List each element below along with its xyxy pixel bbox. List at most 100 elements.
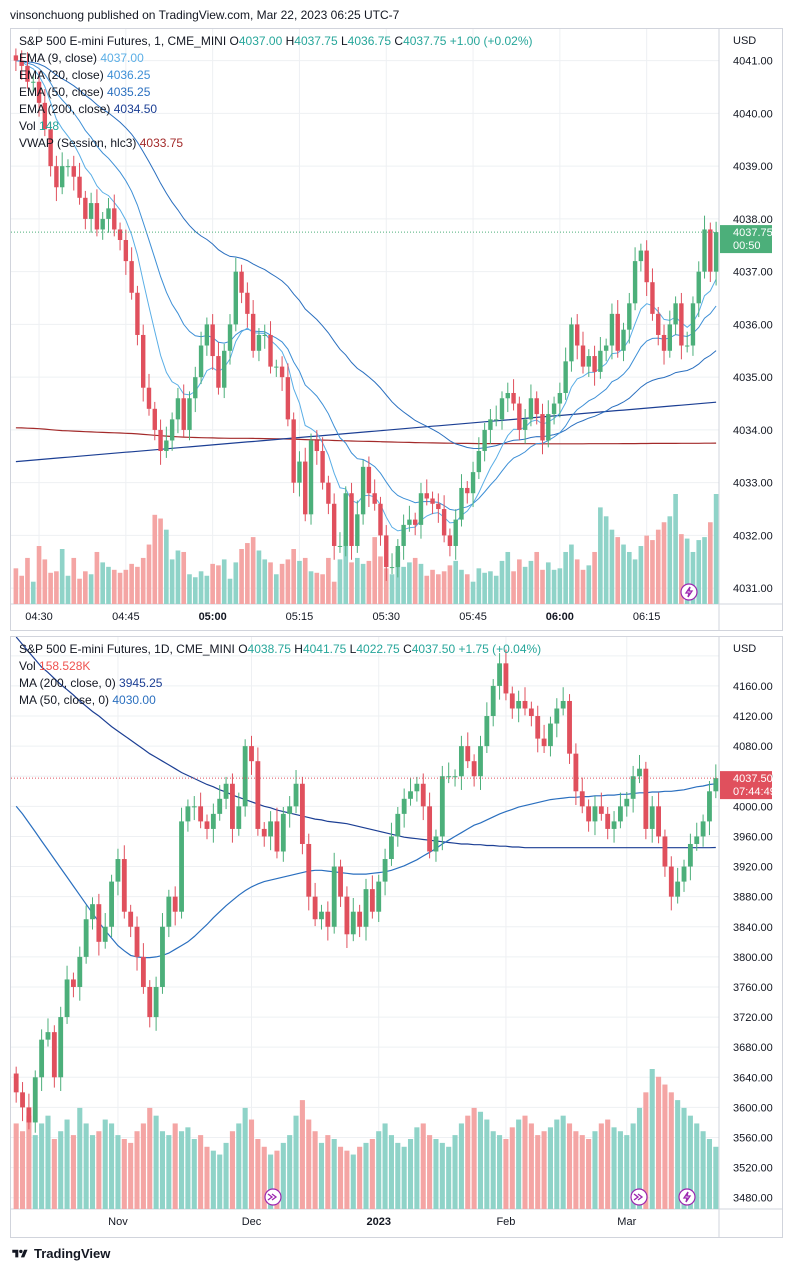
indicator-row[interactable]: EMA (20, close) 4036.25	[19, 67, 533, 84]
volume-bar	[649, 1069, 655, 1209]
candle-body	[261, 828, 267, 837]
candle-body	[667, 324, 673, 351]
volume-bar	[592, 551, 597, 604]
indicator-row[interactable]: VWAP (Session, hlc3) 4033.75	[19, 135, 533, 152]
volume-bar	[611, 1127, 617, 1209]
volume-bar	[89, 1135, 96, 1209]
indicator-row[interactable]: Vol 158.528K	[19, 658, 541, 675]
candle-body	[230, 783, 235, 829]
volume-bars	[13, 494, 719, 604]
candles	[13, 48, 719, 581]
indicator-row[interactable]: MA (200, close, 0) 3945.25	[19, 675, 541, 692]
candle-body	[320, 451, 325, 483]
candle-body	[554, 708, 560, 724]
candle-body	[204, 821, 210, 829]
candle-body	[360, 466, 366, 515]
candle-body	[262, 334, 267, 336]
volume-bar	[233, 562, 239, 604]
candle-body	[452, 776, 458, 778]
candle-body	[617, 806, 623, 822]
indicator-row[interactable]: EMA (9, close) 4037.00	[19, 50, 533, 67]
volume-bar	[242, 1107, 248, 1209]
volume-bar	[713, 1146, 719, 1209]
candle-body	[401, 524, 406, 546]
volume-bar	[439, 1142, 445, 1209]
volume-bar	[586, 565, 592, 604]
lightning-event-icon[interactable]	[678, 1188, 696, 1206]
candle-body	[661, 334, 667, 351]
candle-body	[382, 859, 388, 882]
indicator-lines	[15, 637, 716, 959]
candle-body	[575, 324, 580, 346]
volume-bar	[192, 577, 198, 604]
volume-bar	[94, 551, 100, 604]
volume-bar	[350, 1154, 356, 1209]
candle-body	[389, 836, 394, 860]
indicator-row[interactable]: Vol 148	[19, 118, 533, 135]
candle-body	[129, 261, 134, 293]
candle-body	[355, 514, 360, 546]
candle-body	[349, 493, 354, 546]
indicator-row[interactable]: MA (50, close, 0) 4030.00	[19, 692, 541, 709]
candle-body	[592, 356, 597, 372]
intraday-legend: S&P 500 E-mini Futures, 1, CME_MINI O403…	[19, 33, 533, 152]
candle-body	[123, 240, 129, 262]
candle-body	[338, 866, 343, 897]
volume-bar	[441, 571, 447, 604]
candle-body	[408, 791, 413, 799]
intraday-chart-panel[interactable]: USD 4041.00 4040.00 4039.00 4038.00 4037.00 40…	[10, 28, 783, 631]
lightning-event-icon[interactable]	[680, 583, 698, 601]
candle-body	[471, 761, 477, 777]
candle-body	[175, 398, 181, 420]
volume-bar	[229, 1131, 235, 1209]
candle-body	[567, 700, 572, 754]
candle-body	[331, 503, 337, 546]
volume-bar	[418, 563, 424, 604]
candle-body	[453, 519, 458, 546]
indicator-value: 158.528K	[39, 659, 91, 673]
volume-bar	[71, 557, 77, 604]
volume-bar	[574, 559, 580, 604]
candle-body	[696, 271, 701, 304]
daily-chart-panel[interactable]: USD4160.004120.004080.004040.004000.0039…	[10, 636, 783, 1238]
candle-body	[459, 487, 464, 520]
indicator-row[interactable]: EMA (50, close) 4035.25	[19, 84, 533, 101]
forward-event-icon[interactable]	[264, 1188, 282, 1206]
volume-bar	[134, 1131, 140, 1209]
candle-body	[77, 176, 82, 198]
volume-bar	[563, 551, 568, 604]
y-tick-label: 4036.00	[733, 319, 773, 331]
indicator-row[interactable]: EMA (200, close) 4034.50	[19, 101, 533, 118]
chart-title: S&P 500 E-mini Futures, 1, CME_MINI	[19, 34, 227, 48]
volume-bar	[401, 1146, 407, 1209]
candle-body	[13, 1073, 19, 1093]
x-tick-label: 05:30	[372, 611, 400, 623]
volume-bar	[250, 537, 256, 604]
volume-bar	[569, 544, 574, 604]
candle-body	[516, 700, 522, 709]
y-tick-label: 3800.00	[733, 952, 773, 964]
volume-bar	[338, 1146, 344, 1209]
volume-bar	[621, 544, 626, 604]
x-tick-label: 05:00	[199, 611, 227, 623]
candle-body	[242, 746, 248, 807]
candle-body	[627, 303, 632, 330]
candle-body	[573, 753, 579, 792]
volume-bar	[476, 568, 482, 604]
y-tick-label: 3880.00	[733, 892, 773, 904]
candle-body	[153, 986, 159, 1018]
volume-bar	[39, 1123, 45, 1209]
candle-body	[279, 366, 285, 378]
volume-bar	[128, 1142, 134, 1209]
forward-event-icon[interactable]	[630, 1188, 648, 1206]
candle-body	[94, 203, 100, 230]
last-price-tag	[720, 225, 772, 254]
volume-bar	[638, 546, 644, 604]
volume-bar	[470, 581, 476, 604]
volume-bar	[690, 551, 696, 604]
daily-chart-canvas[interactable]: USD4160.004120.004080.004040.004000.0039…	[11, 637, 782, 1237]
volume-bar	[702, 537, 707, 604]
volume-bar	[326, 557, 331, 604]
intraday-chart-canvas[interactable]: USD 4041.00 4040.00 4039.00 4038.00 4037.00 40…	[11, 29, 782, 630]
candle-body	[592, 806, 598, 822]
